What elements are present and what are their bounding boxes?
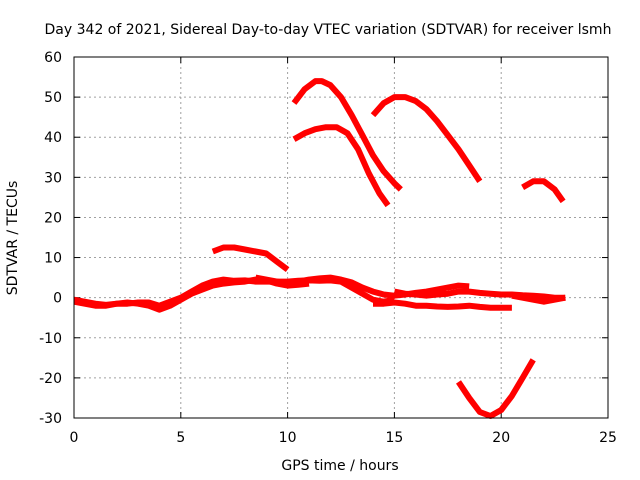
y-tick-label: 30: [44, 170, 62, 186]
series-line-pass-12: [456, 358, 536, 419]
grid-lines: [73, 56, 609, 419]
y-tick-label: 60: [44, 50, 62, 66]
x-tick-label: 5: [176, 430, 185, 446]
series-line-pass-5: [373, 299, 512, 311]
y-tick-label: 50: [44, 90, 62, 106]
y-tick-label: 40: [44, 130, 62, 146]
series-line-pass-11: [521, 178, 566, 204]
x-tick-labels: 0 5 10 15 20 25: [70, 430, 617, 446]
series-line-pass-9: [291, 78, 403, 192]
y-tick-label: -20: [39, 371, 62, 387]
series-layer: [73, 78, 566, 419]
y-tick-label: -10: [39, 331, 62, 347]
x-axis-label: GPS time / hours: [281, 458, 398, 474]
series-line-pass-6: [511, 292, 566, 305]
y-axis-label: SDTVAR / TECUs: [5, 181, 21, 296]
chart-title: Day 342 of 2021, Sidereal Day-to-day VTE…: [45, 22, 612, 38]
y-tick-label: 20: [44, 210, 62, 226]
series-line-pass-10: [370, 94, 483, 183]
y-tick-label: 10: [44, 251, 62, 267]
series-line-pass-3: [255, 274, 470, 299]
x-tick-label: 20: [492, 430, 510, 446]
y-tick-label: -30: [39, 411, 62, 427]
y-tick-label: 0: [53, 291, 62, 307]
series-line-pass-4: [393, 288, 566, 301]
x-tick-label: 25: [599, 430, 617, 446]
x-tick-label: 10: [279, 430, 297, 446]
series-line-pass-7: [211, 244, 290, 273]
x-tick-label: 15: [385, 430, 403, 446]
x-tick-label: 0: [70, 430, 79, 446]
y-tick-labels: -30 -20 -10 0 10 20 30 40 50 60: [39, 50, 62, 427]
series-line-pass-8: [292, 124, 391, 208]
plot-frame: [73, 56, 609, 419]
